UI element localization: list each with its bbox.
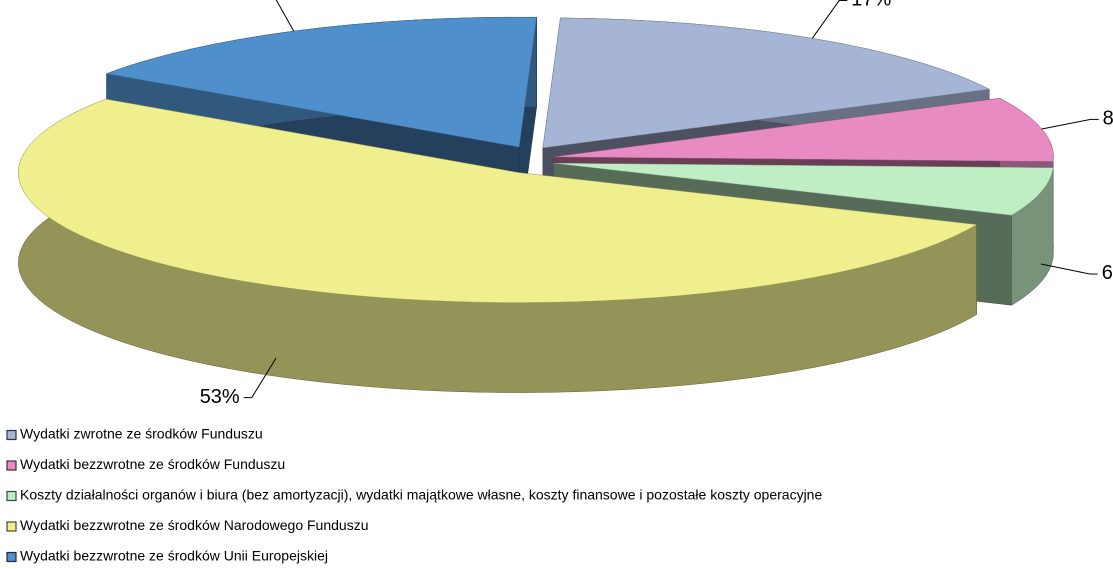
legend-swatch [6, 460, 17, 471]
legend-swatch [6, 551, 17, 563]
leader-line [275, 0, 295, 32]
legend-label: Wydatki bezzwrotne ze środków Narodowego… [20, 517, 369, 533]
data-label: 53% [200, 386, 240, 408]
legend-label: Wydatki bezzwrotne ze środków Unii Europ… [20, 548, 328, 564]
leader-line [1041, 118, 1099, 130]
leader-line [811, 0, 848, 39]
data-label: 17% [851, 0, 891, 11]
slice-top [542, 17, 991, 149]
legend-label: Koszty działalności organów i biura (bez… [20, 487, 822, 503]
legend-label: Wydatki bezzwrotne ze środków Funduszu [20, 456, 285, 472]
slice-top [553, 162, 1054, 216]
legend-swatch [6, 490, 17, 502]
leader-line [1040, 263, 1098, 275]
data-label: 16% [219, 0, 259, 1]
slice-top [18, 98, 978, 303]
legend-label: Wydatki zwrotne ze środków Funduszu [20, 426, 263, 442]
slice [18, 98, 978, 393]
slice-top [105, 16, 537, 148]
legend-swatch [6, 429, 17, 441]
leader-line [243, 358, 277, 399]
data-label: 6% [1102, 262, 1113, 284]
data-label: 8% [1103, 108, 1113, 130]
legend-swatch [6, 521, 17, 532]
